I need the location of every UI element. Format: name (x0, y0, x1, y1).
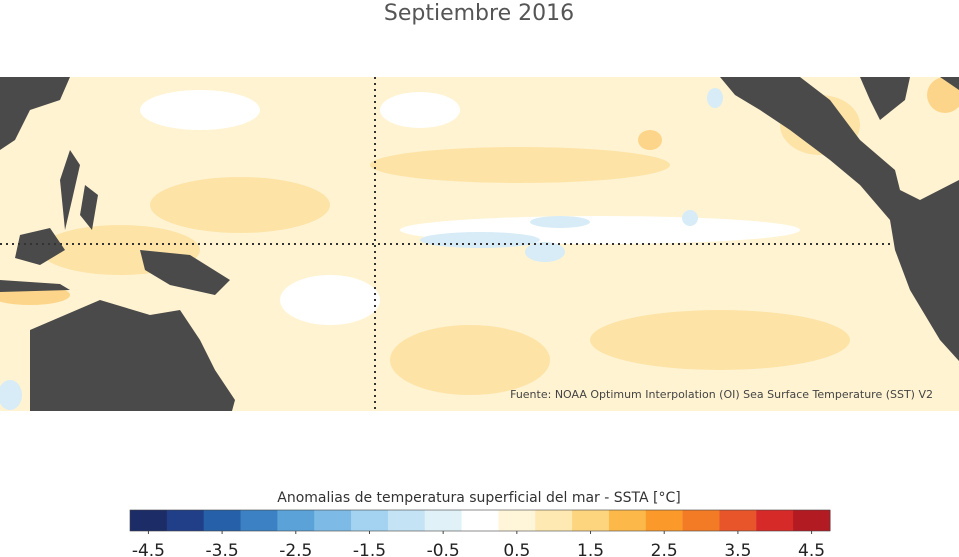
colorbar-swatch (130, 510, 168, 531)
colorbar-tick-label: -2.5 (279, 541, 312, 557)
colorbar-tick-label: -1.5 (353, 541, 386, 557)
colorbar-tick-label: 0.5 (503, 541, 530, 557)
colorbar-swatch (461, 510, 499, 531)
map-title: Septiembre 2016 (384, 1, 574, 26)
colorbar-swatch (756, 510, 794, 531)
colorbar-swatch (240, 510, 278, 531)
colorbar-swatch (314, 510, 352, 531)
colorbar-tick-label: -4.5 (132, 541, 165, 557)
colorbar-swatch (387, 510, 426, 531)
colorbar-tick-label: -3.5 (206, 541, 239, 557)
colorbar-swatch (682, 510, 720, 531)
colorbar-label: Anomalias de temperatura superficial del… (277, 490, 680, 506)
colorbar-swatch (535, 510, 573, 531)
colorbar-swatch (608, 510, 647, 531)
colorbar-swatch (793, 510, 831, 531)
map: Fuente: NOAA Optimum Interpolation (OI) … (0, 77, 959, 411)
colorbar-swatch (424, 510, 463, 531)
colorbar-tick-label: 2.5 (651, 541, 678, 557)
colorbar-swatch (572, 510, 610, 531)
colorbar-swatch (203, 510, 242, 531)
colorbar-tick-label: 1.5 (577, 541, 604, 557)
colorbar-tick-label: 4.5 (798, 541, 825, 557)
colorbar-swatch (719, 510, 757, 531)
colorbar-frame (129, 509, 831, 532)
colorbar: -4.5 -3.5 -2.5 -1.5 -0.5 0.5 1.5 2.5 3.5 4.5 (129, 509, 831, 557)
colorbar-swatch (498, 510, 536, 531)
colorbar-swatch (351, 510, 389, 531)
colorbar-swatch (645, 510, 684, 531)
colorbar-swatch (166, 510, 205, 531)
source-note: Fuente: NOAA Optimum Interpolation (OI) … (510, 388, 933, 401)
colorbar-tick-label: 3.5 (724, 541, 751, 557)
colorbar-tick-label: -0.5 (427, 541, 460, 557)
colorbar-swatch (277, 510, 315, 531)
